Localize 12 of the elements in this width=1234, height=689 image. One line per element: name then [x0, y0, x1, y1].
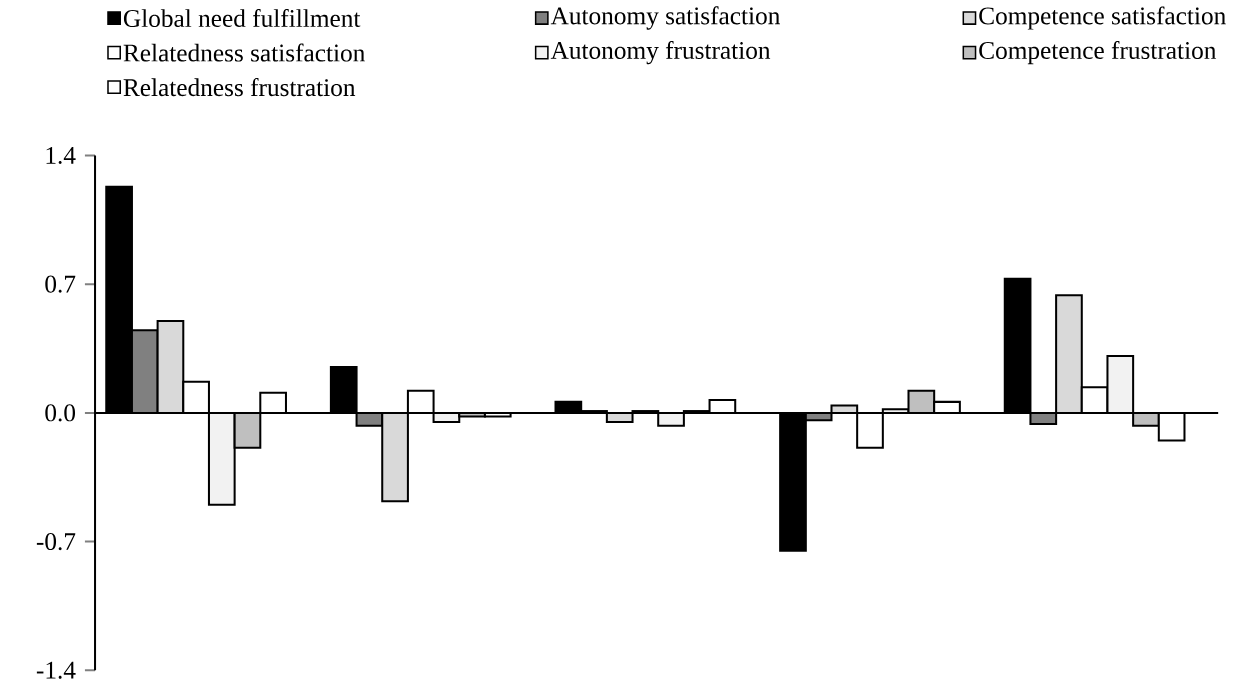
legend-label: Competence satisfaction [979, 6, 1226, 30]
legend-label: Autonomy satisfaction [550, 6, 780, 30]
y-tick-label: 1.4 [46, 146, 76, 165]
legend-label: Global need fulfillment [123, 8, 361, 28]
legend-label: Relatedness frustration [123, 78, 356, 97]
y-tick-label: -0.7 [36, 533, 76, 551]
y-tick-label: 0.0 [45, 404, 76, 422]
y-tick-label: -1.4 [36, 661, 76, 679]
legend-label: Competence frustration [979, 40, 1217, 65]
y-tick-label: 0.7 [45, 275, 76, 293]
legend-label: Autonomy frustration [550, 40, 771, 65]
legend-label: Relatedness satisfaction [123, 43, 365, 62]
